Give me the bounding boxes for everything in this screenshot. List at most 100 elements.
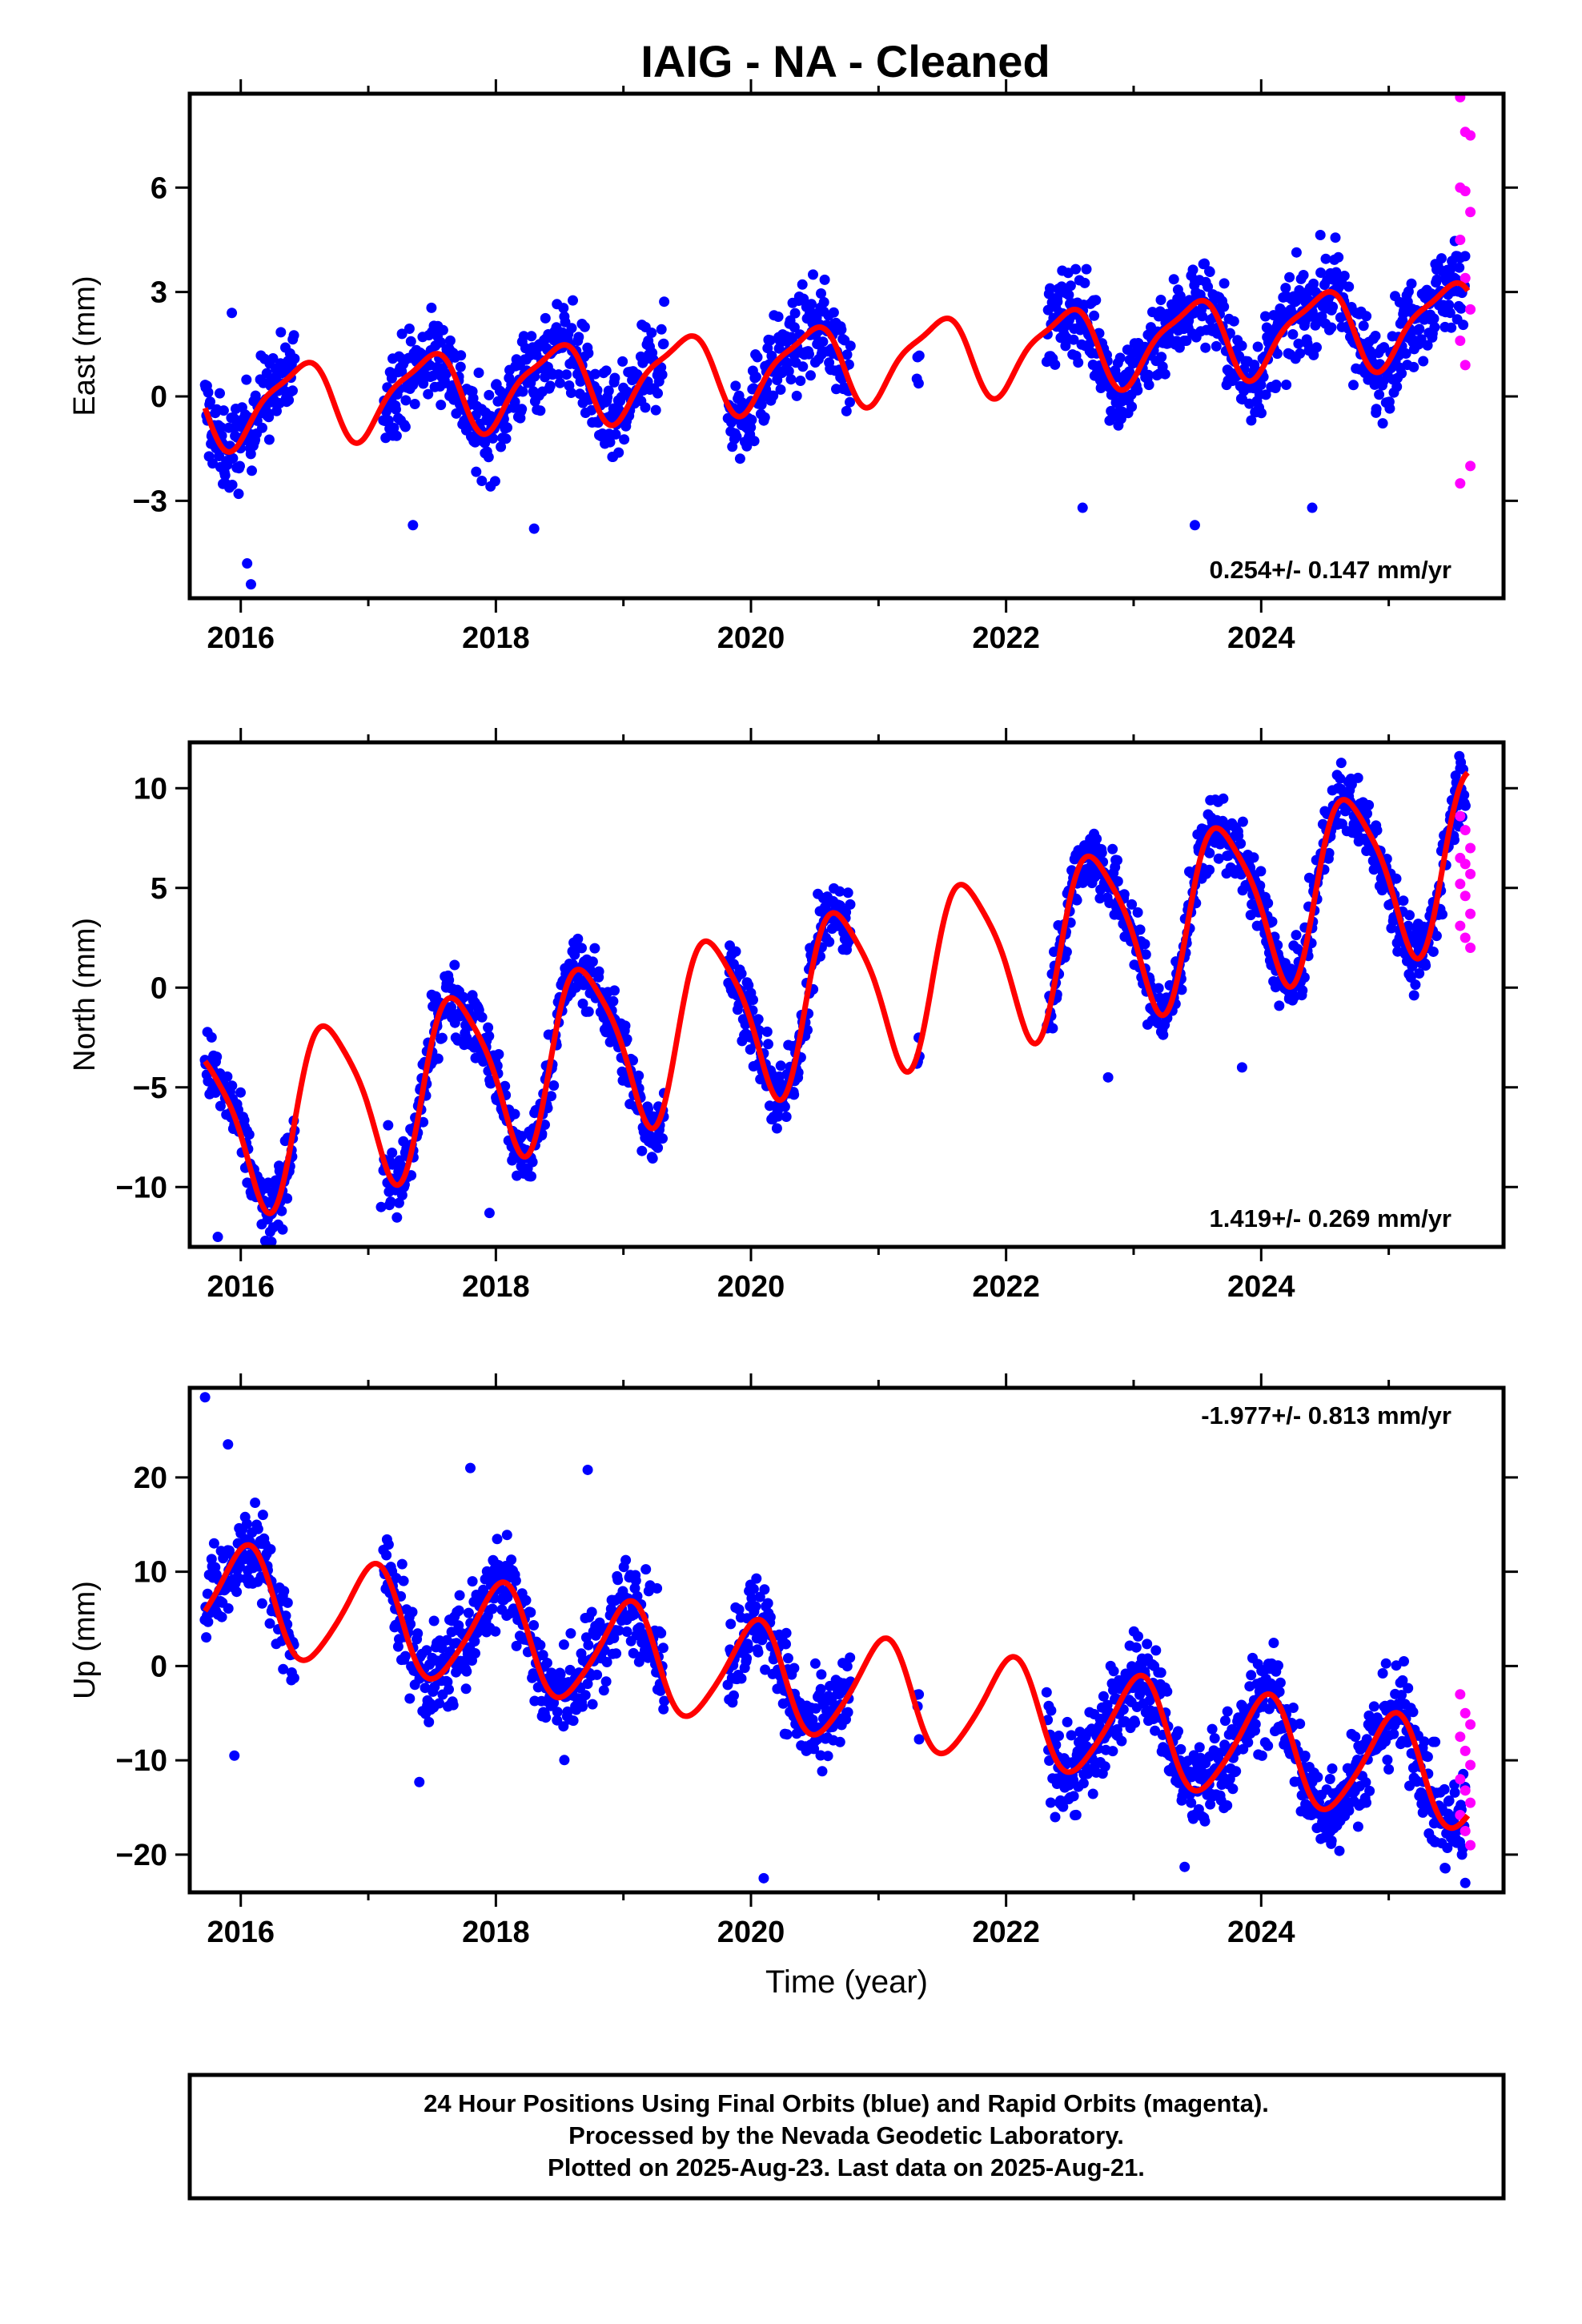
final-point bbox=[564, 1664, 576, 1675]
rapid-point bbox=[1455, 335, 1466, 346]
final-point bbox=[807, 1714, 818, 1725]
final-point bbox=[781, 1627, 792, 1638]
final-point bbox=[577, 998, 588, 1009]
final-point bbox=[1058, 1801, 1069, 1812]
final-point bbox=[1168, 274, 1179, 285]
y-tick-label: 0 bbox=[151, 380, 167, 414]
rapid-point bbox=[1460, 186, 1471, 197]
final-point bbox=[734, 453, 745, 464]
final-point bbox=[736, 968, 747, 979]
final-point bbox=[1427, 946, 1439, 957]
final-point bbox=[1248, 852, 1259, 863]
final-point bbox=[760, 1664, 771, 1675]
final-point bbox=[400, 421, 411, 432]
rapid-point bbox=[1465, 1797, 1476, 1808]
final-point bbox=[1235, 838, 1247, 849]
rapid-point bbox=[1465, 908, 1476, 919]
final-point bbox=[1391, 873, 1402, 884]
final-point bbox=[621, 1626, 632, 1637]
final-point bbox=[797, 361, 809, 372]
north-rate-label: 1.419+/- 0.269 mm/yr bbox=[1210, 1204, 1452, 1232]
final-point bbox=[492, 1534, 503, 1545]
final-point bbox=[211, 1051, 223, 1063]
final-point bbox=[1324, 1774, 1335, 1784]
final-point bbox=[789, 322, 800, 333]
final-point bbox=[913, 1734, 925, 1745]
final-point bbox=[1360, 1777, 1371, 1788]
final-point bbox=[1350, 1731, 1361, 1743]
final-point bbox=[424, 1716, 435, 1727]
final-point bbox=[1263, 1740, 1274, 1751]
final-point bbox=[484, 389, 495, 400]
rapid-point bbox=[1460, 360, 1471, 371]
final-point bbox=[501, 1530, 512, 1541]
final-point bbox=[1047, 1023, 1058, 1034]
final-point bbox=[517, 386, 528, 397]
final-point bbox=[608, 1633, 620, 1643]
final-point bbox=[1211, 340, 1222, 352]
final-point bbox=[385, 1196, 396, 1208]
final-point bbox=[535, 405, 546, 416]
final-point bbox=[456, 350, 467, 361]
final-point bbox=[540, 1120, 550, 1130]
final-point bbox=[1326, 1835, 1337, 1846]
rapid-point bbox=[1465, 868, 1476, 879]
final-point bbox=[288, 1672, 299, 1683]
final-point bbox=[1419, 1736, 1430, 1747]
final-point bbox=[1274, 1687, 1285, 1697]
up-frame bbox=[187, 1385, 1506, 1895]
final-point bbox=[582, 1679, 593, 1690]
final-point bbox=[1383, 1763, 1395, 1775]
final-point bbox=[463, 1607, 474, 1618]
final-point bbox=[572, 933, 584, 944]
final-point bbox=[731, 431, 742, 442]
final-point bbox=[552, 1707, 563, 1718]
final-point bbox=[444, 1646, 456, 1657]
final-point bbox=[650, 404, 661, 416]
final-point bbox=[1203, 281, 1214, 292]
final-point bbox=[1358, 320, 1369, 332]
final-point bbox=[841, 1661, 853, 1672]
final-point bbox=[1260, 389, 1271, 400]
rapid-point bbox=[1460, 1785, 1471, 1796]
final-point bbox=[1417, 1807, 1428, 1818]
north-panel: 2016 2018 2020 2022 2024 −10 −5 0 5 10 North (mm) 1… bbox=[68, 728, 1518, 1304]
final-point bbox=[558, 303, 569, 314]
final-point bbox=[759, 1584, 770, 1595]
final-point bbox=[1446, 322, 1457, 333]
final-point bbox=[782, 1653, 793, 1664]
final-point bbox=[1437, 909, 1447, 920]
rapid-point bbox=[1455, 810, 1466, 822]
final-point bbox=[243, 1129, 255, 1140]
final-point bbox=[1041, 1687, 1052, 1698]
final-point bbox=[423, 388, 434, 400]
final-point bbox=[611, 1648, 622, 1659]
final-point bbox=[1181, 336, 1192, 346]
final-point bbox=[1187, 264, 1199, 275]
final-point bbox=[1173, 1726, 1183, 1737]
final-point bbox=[1155, 1667, 1166, 1679]
final-point bbox=[1445, 263, 1456, 275]
final-point bbox=[518, 331, 529, 342]
final-point bbox=[589, 943, 600, 954]
final-point bbox=[730, 380, 741, 392]
final-point bbox=[1364, 1785, 1375, 1796]
final-point bbox=[245, 448, 256, 460]
final-point bbox=[1368, 1701, 1379, 1712]
final-point bbox=[765, 335, 776, 346]
final-point bbox=[1050, 359, 1061, 370]
final-point bbox=[1391, 1660, 1402, 1671]
final-point bbox=[1071, 895, 1082, 906]
final-point bbox=[1204, 267, 1215, 277]
final-point bbox=[252, 1523, 263, 1534]
rapid-point bbox=[1465, 1719, 1476, 1730]
rapid-point bbox=[1465, 842, 1476, 854]
y-tick-label: 0 bbox=[151, 1650, 167, 1683]
final-point bbox=[1403, 286, 1414, 297]
final-point bbox=[216, 1611, 227, 1622]
final-point bbox=[396, 328, 408, 340]
final-point bbox=[1228, 316, 1239, 327]
final-point bbox=[758, 1872, 769, 1884]
final-point bbox=[396, 1189, 408, 1200]
final-point bbox=[212, 1232, 223, 1243]
